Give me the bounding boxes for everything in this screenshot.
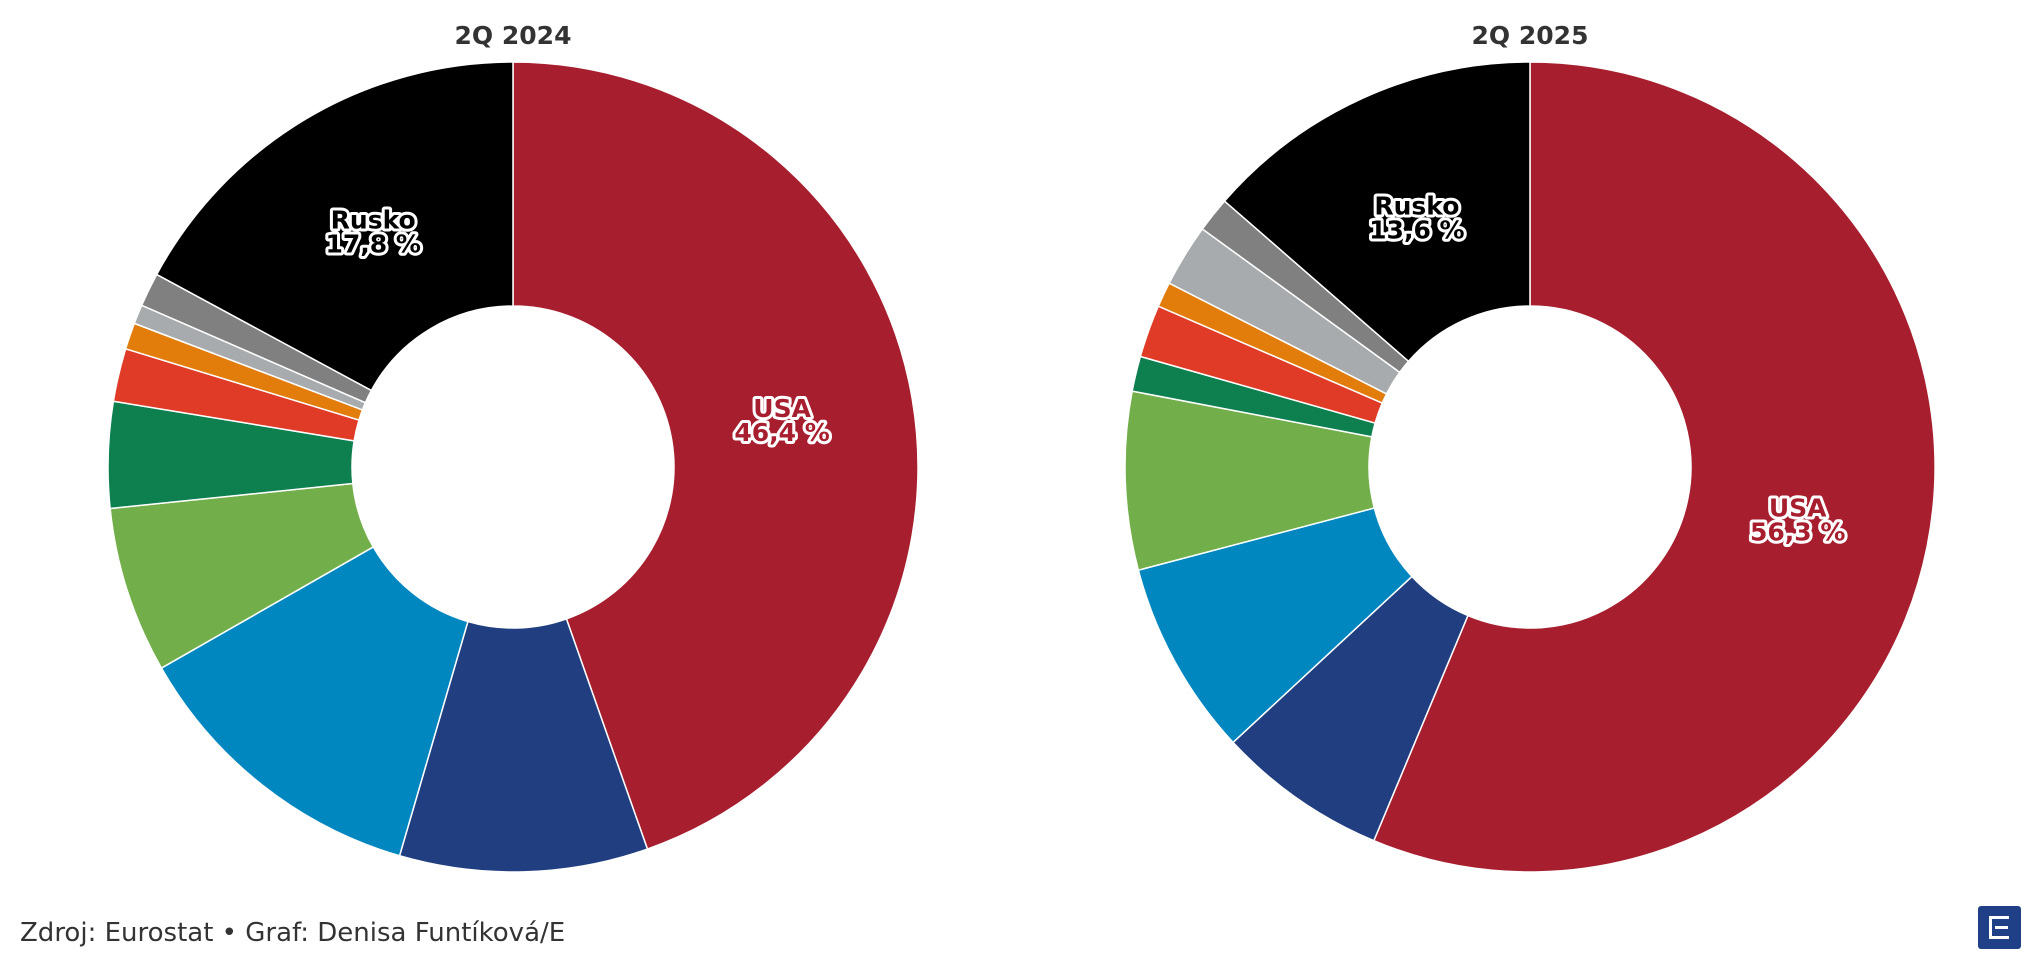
slice-label-value: 56,3 % (1750, 518, 1845, 547)
publisher-logo (1978, 906, 2021, 949)
slice-label-value: 13,6 % (1369, 216, 1464, 245)
slice-label-name: Rusko (331, 206, 416, 235)
source-note: Zdroj: Eurostat • Graf: Denisa Funtíková… (20, 918, 566, 948)
chart-title: 2Q 2024 (455, 21, 572, 50)
donut-slice-rusko (155, 61, 514, 392)
slice-label-name: Rusko (1374, 192, 1459, 221)
donut-slice-usa (512, 61, 919, 850)
slice-label-name: USA (1769, 494, 1827, 523)
slice-label-value: 46,4 % (734, 418, 829, 447)
donut-slice-2 (398, 617, 649, 873)
donut-slice-usa (1372, 61, 1936, 873)
donut-slice-rusko (1223, 61, 1531, 363)
logo-e-icon (1989, 916, 2009, 939)
slice-label-value: 17,8 % (325, 230, 420, 259)
chart-title: 2Q 2025 (1472, 21, 1589, 50)
slice-label-name: USA (753, 394, 811, 423)
donut-slice-3 (160, 545, 469, 857)
